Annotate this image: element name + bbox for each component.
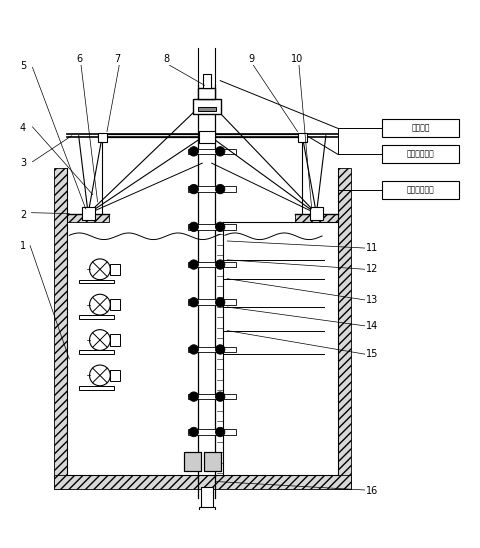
- Bar: [188, 224, 236, 230]
- Bar: [295, 214, 337, 222]
- Bar: [337, 168, 351, 489]
- Bar: [184, 452, 201, 471]
- Bar: [79, 350, 114, 354]
- Text: 3: 3: [20, 158, 26, 168]
- Bar: [110, 370, 120, 381]
- Circle shape: [189, 345, 199, 354]
- Bar: [204, 452, 221, 471]
- Bar: [199, 507, 215, 517]
- Text: 液压系统: 液压系统: [411, 124, 430, 133]
- Bar: [188, 347, 236, 352]
- Bar: [199, 131, 215, 143]
- Text: 1: 1: [20, 241, 26, 250]
- Bar: [203, 73, 211, 88]
- Bar: [188, 186, 236, 192]
- Text: 7: 7: [114, 54, 120, 65]
- Text: 15: 15: [366, 349, 378, 359]
- Text: 14: 14: [366, 321, 378, 331]
- Bar: [79, 315, 114, 319]
- Bar: [188, 299, 236, 305]
- Bar: [79, 279, 114, 283]
- Bar: [184, 452, 201, 471]
- Circle shape: [189, 392, 199, 401]
- Bar: [382, 119, 459, 137]
- Text: 16: 16: [366, 486, 378, 496]
- Bar: [382, 181, 459, 198]
- Text: 5: 5: [20, 61, 26, 71]
- Text: 11: 11: [366, 243, 378, 253]
- Circle shape: [189, 298, 199, 307]
- Circle shape: [216, 260, 225, 269]
- Bar: [188, 429, 236, 435]
- Bar: [193, 100, 221, 113]
- Circle shape: [189, 260, 199, 269]
- Bar: [382, 145, 459, 163]
- Bar: [310, 207, 323, 220]
- Text: 数据采集系统: 数据采集系统: [407, 185, 434, 194]
- Bar: [67, 214, 109, 222]
- Circle shape: [216, 184, 225, 194]
- Bar: [188, 149, 236, 154]
- Bar: [188, 262, 236, 267]
- Text: 9: 9: [249, 54, 255, 65]
- Bar: [110, 334, 120, 346]
- Bar: [82, 207, 95, 220]
- Text: 13: 13: [366, 295, 378, 305]
- Bar: [79, 386, 114, 390]
- Bar: [199, 88, 216, 100]
- Bar: [54, 476, 351, 489]
- Bar: [298, 133, 307, 142]
- Text: 6: 6: [77, 54, 83, 65]
- Circle shape: [216, 345, 225, 354]
- Bar: [54, 168, 67, 489]
- Bar: [110, 264, 120, 275]
- Circle shape: [189, 147, 199, 156]
- Circle shape: [216, 147, 225, 156]
- Bar: [188, 394, 236, 399]
- Bar: [204, 452, 221, 471]
- Text: 8: 8: [164, 54, 170, 65]
- Circle shape: [216, 222, 225, 232]
- Bar: [97, 133, 107, 142]
- Circle shape: [216, 392, 225, 401]
- Bar: [198, 106, 216, 111]
- Circle shape: [189, 184, 199, 194]
- Text: 4: 4: [20, 123, 26, 133]
- Text: 12: 12: [366, 264, 378, 275]
- Text: 10: 10: [290, 54, 303, 65]
- Circle shape: [189, 427, 199, 437]
- Bar: [201, 487, 213, 510]
- Circle shape: [216, 427, 225, 437]
- Text: 空气压缩系统: 空气压缩系统: [407, 150, 434, 159]
- Circle shape: [216, 298, 225, 307]
- Bar: [110, 299, 120, 310]
- Text: 2: 2: [20, 210, 26, 220]
- Circle shape: [189, 222, 199, 232]
